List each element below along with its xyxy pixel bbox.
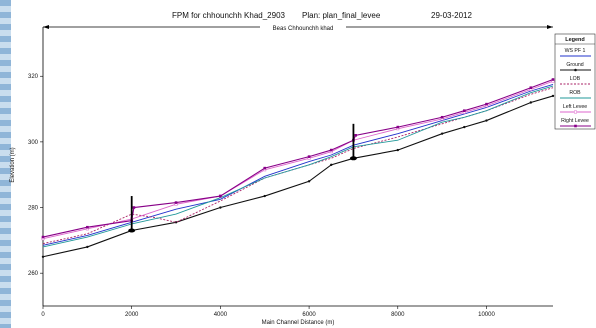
legend-item-label: Ground: [566, 62, 583, 68]
legend-item-label: Left Levee: [563, 104, 587, 110]
x-tick-label: 6000: [302, 312, 316, 318]
chart-title-middle: Plan: plan_final_levee: [302, 11, 381, 20]
series-point: [41, 235, 45, 239]
legend-item-marker: [574, 68, 577, 72]
x-tick-label: 8000: [391, 312, 405, 318]
legend-title: Legend: [565, 37, 585, 43]
reach-label: Beas Chhounchh khad: [273, 26, 334, 32]
y-tick-label: 280: [28, 206, 39, 212]
series-line: [42, 85, 554, 248]
y-tick-label: 320: [28, 74, 39, 80]
series-point: [485, 119, 488, 122]
bridge-base: [128, 228, 136, 233]
series-point: [551, 78, 555, 81]
series-point: [485, 102, 488, 106]
series-point: [529, 86, 533, 90]
series-point: [330, 163, 333, 167]
y-axis-label: Elevation (m): [10, 147, 16, 182]
series-point: [396, 148, 399, 152]
series-point: [354, 134, 357, 137]
series-point: [263, 194, 266, 198]
chart-title-left: FPM for chhounchh Khad_2903: [172, 11, 286, 20]
x-tick-label: 0: [41, 312, 45, 318]
series-line: [42, 84, 554, 246]
legend-item-label: LOB: [570, 76, 581, 82]
legend-item-label: ROB: [569, 90, 581, 96]
window-frame-edge: [0, 0, 11, 328]
x-tick-label: 2000: [125, 312, 139, 318]
series-point: [307, 155, 311, 158]
legend: Legend WS PF 1 Ground LOB ROB Left Levee Righ…: [554, 33, 596, 130]
series-point: [174, 201, 178, 204]
series-point: [174, 221, 178, 224]
series-point: [463, 125, 466, 129]
series-point: [263, 166, 267, 170]
series-point: [41, 255, 45, 258]
y-tick-label: 260: [28, 271, 39, 277]
x-axis-label: Main Channel Distance (m): [262, 320, 335, 326]
series-point: [440, 115, 444, 119]
series-point: [440, 132, 444, 135]
series-point: [307, 180, 311, 183]
bridge-base: [349, 156, 357, 161]
legend-item-marker: [574, 110, 577, 114]
series-point: [86, 225, 89, 229]
series-point: [132, 206, 136, 209]
series-point: [219, 206, 222, 209]
legend-item-label: WS PF 1: [565, 48, 586, 54]
chart-title-right: 29-03-2012: [431, 11, 472, 20]
series-point: [396, 125, 400, 129]
series-point: [86, 245, 89, 249]
reach-arrow-right: [547, 25, 553, 29]
x-tick-label: 10000: [478, 312, 495, 318]
series-point: [329, 148, 333, 152]
x-tick-label: 4000: [214, 312, 228, 318]
reach-extent: Beas Chhounchh khad: [43, 25, 553, 32]
series-line: [42, 79, 554, 238]
series-point: [219, 194, 222, 198]
legend-item-marker: [574, 124, 577, 128]
series-point: [529, 101, 533, 104]
series-point: [551, 94, 555, 98]
legend-item-label: Right Levee: [561, 118, 589, 124]
plot-panel: [11, 0, 596, 328]
y-tick-label: 300: [28, 140, 39, 146]
axes: [42, 27, 553, 307]
series-line: [42, 95, 554, 258]
reach-arrow-left: [43, 25, 49, 29]
series-point: [463, 109, 466, 112]
